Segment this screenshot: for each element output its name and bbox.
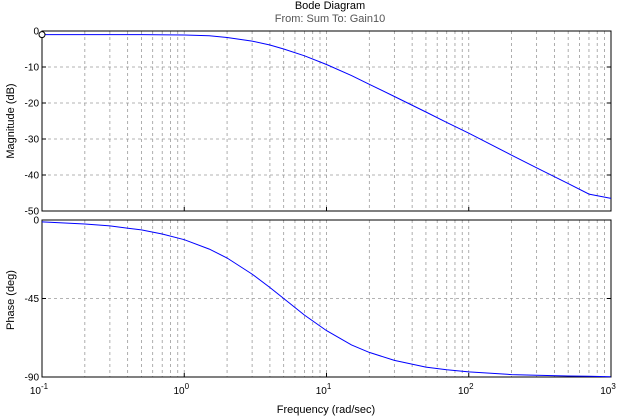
y-tick-label: 0 bbox=[33, 27, 39, 38]
x-tick-label: 102 bbox=[458, 382, 474, 397]
y-tick-label: -50 bbox=[25, 207, 40, 218]
datatip-marker[interactable] bbox=[38, 31, 46, 39]
x-axis-label: Frequency (rad/sec) bbox=[277, 404, 375, 416]
phase-axis-label: Phase (deg) bbox=[5, 270, 17, 330]
x-tick-label: 103 bbox=[600, 382, 616, 397]
magnitude-plot: 0 -10 -20 -30 -40 -50 bbox=[25, 27, 612, 218]
magnitude-curve bbox=[42, 34, 612, 199]
y-tick-label: -30 bbox=[25, 135, 40, 146]
magnitude-axis-label: Magnitude (dB) bbox=[5, 83, 17, 158]
chart-subtitle: From: Sum To: Gain10 bbox=[275, 13, 385, 25]
x-tick-label: 10-1 bbox=[30, 382, 49, 397]
x-tick-label: 101 bbox=[316, 382, 332, 397]
y-tick-label: -90 bbox=[25, 373, 40, 384]
x-tick-label: 100 bbox=[173, 382, 189, 397]
y-tick-label: -20 bbox=[25, 99, 40, 110]
x-axis-ticks: 10-1 100 101 102 103 bbox=[30, 207, 616, 397]
phase-curve bbox=[41, 221, 612, 378]
y-tick-label: -40 bbox=[25, 171, 40, 182]
y-tick-label: -10 bbox=[25, 63, 40, 74]
chart-title: Bode Diagram bbox=[295, 0, 365, 12]
y-tick-label: 0 bbox=[33, 216, 39, 227]
phase-plot: 0 -45 -90 bbox=[25, 216, 612, 384]
y-tick-label: -45 bbox=[25, 294, 40, 305]
